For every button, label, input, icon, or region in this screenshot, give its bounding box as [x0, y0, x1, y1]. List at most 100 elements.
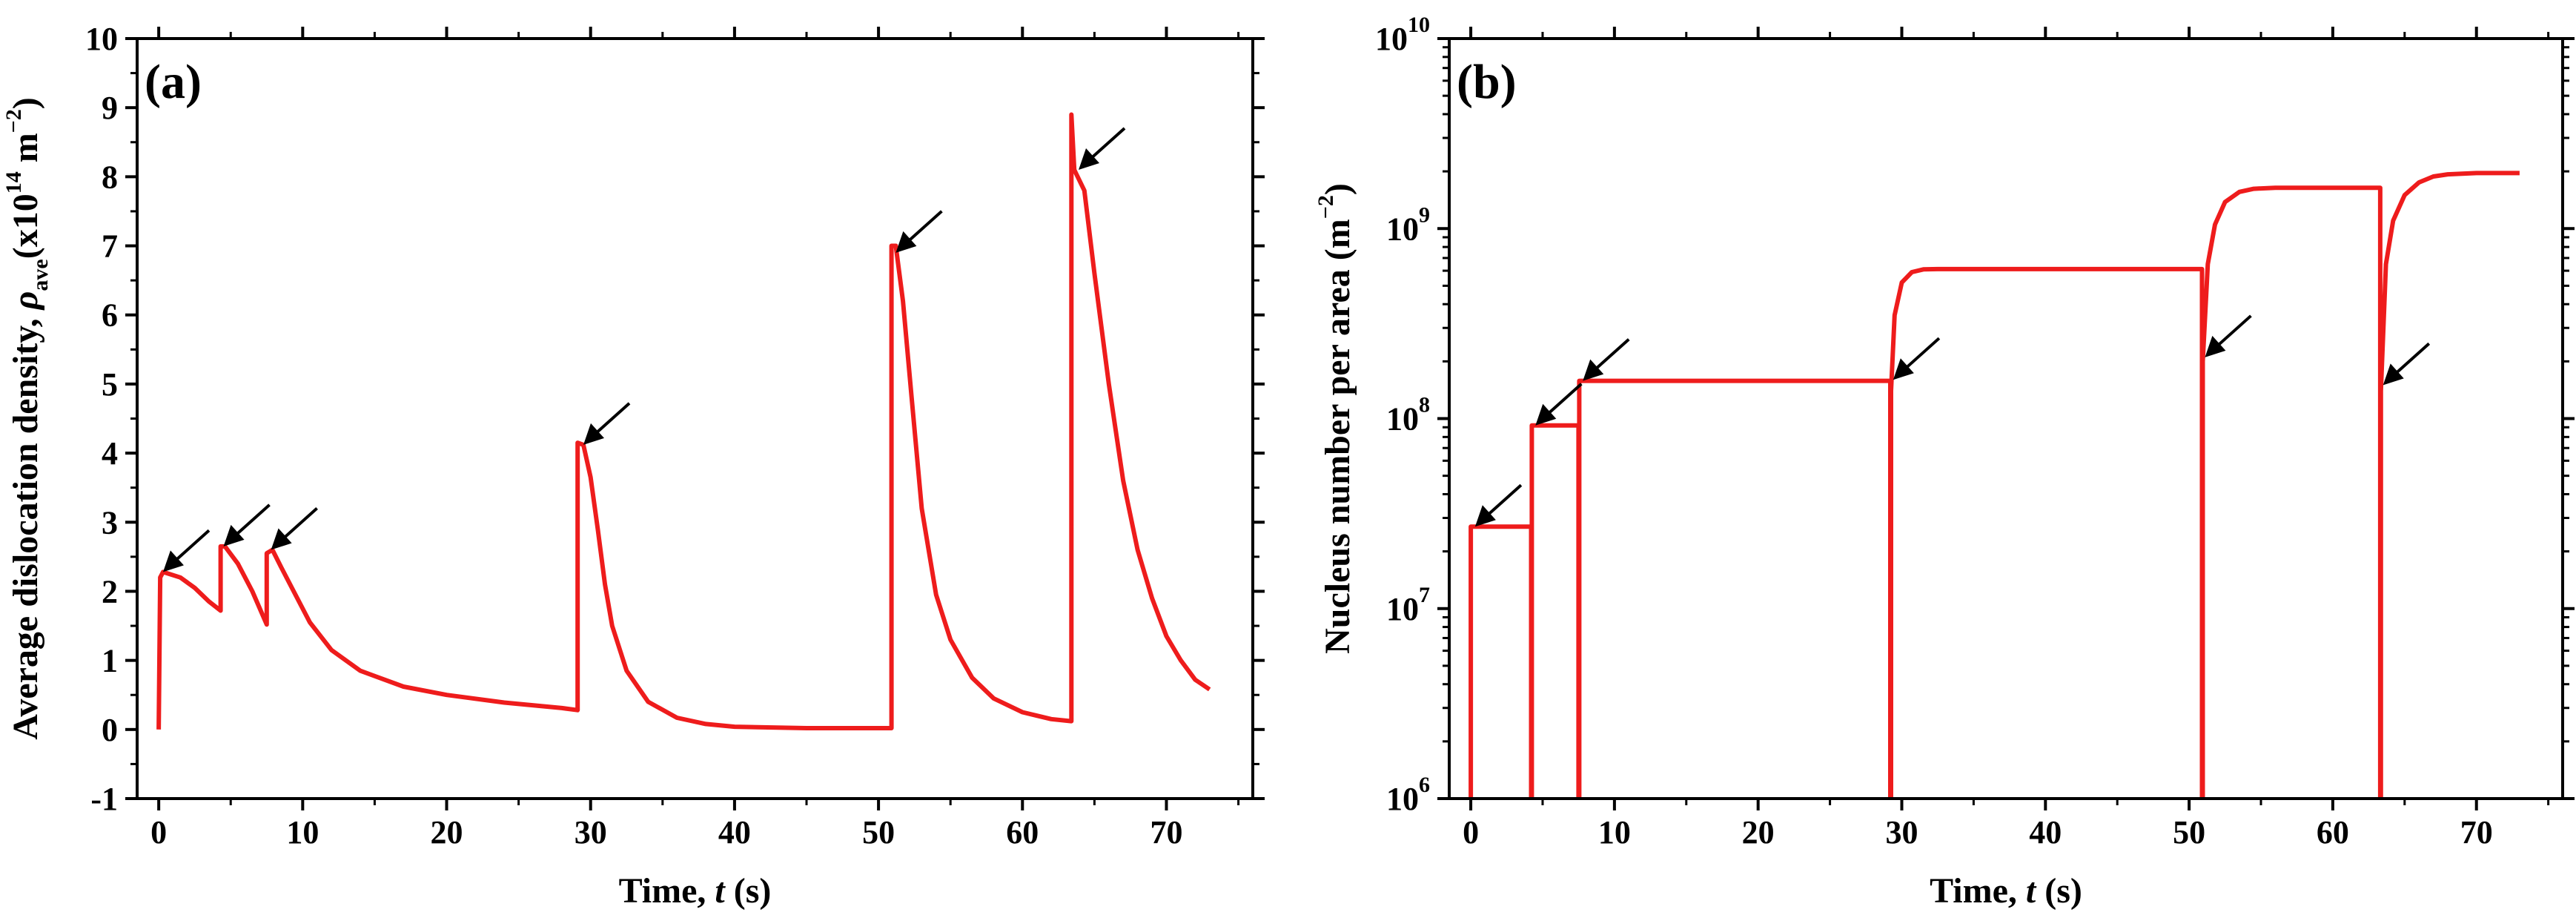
arrow-shaft	[905, 210, 943, 245]
y-tick-label: 2	[102, 573, 118, 610]
arrow-shaft	[1592, 338, 1630, 373]
x-tick-label: 20	[1742, 814, 1775, 850]
y-tick-label: 10	[85, 21, 118, 57]
arrow-shaft	[2214, 314, 2252, 349]
x-axis-label-unit: (s)	[2036, 871, 2082, 911]
arrow-head	[162, 550, 184, 572]
annotation-arrow-2	[271, 507, 318, 550]
x-tick-label: 40	[718, 814, 751, 850]
y-axis-label: Average dislocation density, ρave(x1014 …	[1, 97, 53, 740]
x-axis-label-variable: t	[715, 871, 726, 911]
y-tick-base: 10	[1375, 21, 1408, 57]
y-tick-label: 107	[1386, 583, 1430, 627]
panel-b-nucleus-number-chart: 0 10 20 30 40 50 60 701061071081091010(b)Time, …	[1314, 13, 2575, 911]
annotation-arrow-2	[1583, 338, 1630, 381]
x-axis-label: Time, t (s)	[619, 871, 772, 911]
y-tick-label: 108	[1386, 393, 1430, 437]
y-axis-label: Nucleus number per area (m−2)	[1314, 183, 1357, 654]
arrow-shaft	[592, 402, 631, 437]
series-line-0	[1469, 171, 2520, 799]
x-axis-label: Time, t (s)	[1930, 871, 2082, 911]
arrow-head	[895, 231, 917, 253]
arrow-shaft	[2392, 342, 2431, 377]
y-tick-label: 109	[1386, 202, 1430, 247]
x-tick-label: 70	[2460, 814, 2493, 850]
series-line-0	[156, 112, 1211, 730]
x-tick-label: 30	[1885, 814, 1918, 850]
x-tick-label: 10	[1598, 814, 1631, 850]
arrow-head	[1474, 505, 1496, 527]
y-tick-exponent: 9	[1419, 202, 1430, 227]
y-tick-label: 1	[102, 643, 118, 679]
y-tick-exponent: 8	[1419, 393, 1430, 417]
arrow-shaft	[280, 507, 318, 542]
y-axis-label-unit-mid: m	[6, 133, 45, 171]
x-tick-label: 50	[862, 814, 895, 850]
y-tick-base: 10	[1386, 211, 1419, 247]
y-axis-label-text: Average dislocation density,	[6, 309, 45, 739]
y-tick-label: 7	[102, 228, 118, 265]
arrow-shaft	[1087, 127, 1126, 162]
x-tick-label: 40	[2029, 814, 2062, 850]
y-tick-label: 5	[102, 366, 118, 403]
panel-label: (b)	[1457, 55, 1517, 109]
y-tick-label: 8	[102, 159, 118, 195]
y-axis-label-exponent: −2	[1314, 195, 1338, 219]
x-axis-label-text: Time,	[1930, 871, 2026, 911]
y-tick-label: 106	[1386, 773, 1430, 817]
arrow-head	[1535, 403, 1557, 426]
annotation-arrow-3	[583, 402, 631, 445]
y-tick-base: 10	[1386, 401, 1419, 437]
x-tick-label: 0	[1463, 814, 1479, 850]
y-tick-label: -1	[90, 781, 118, 817]
y-tick-label: 0	[102, 712, 118, 748]
y-axis-label-symbol: ρ	[6, 291, 45, 311]
arrow-head	[1079, 148, 1100, 171]
arrow-head	[2205, 335, 2226, 357]
arrow-shaft	[233, 503, 271, 538]
x-tick-label: 10	[286, 814, 319, 850]
panel-label: (a)	[145, 55, 202, 109]
y-tick-label: 6	[102, 297, 118, 334]
x-tick-label: 60	[1006, 814, 1039, 850]
plot-frame	[1448, 37, 2564, 800]
x-tick-label: 30	[575, 814, 607, 850]
x-tick-label: 0	[150, 814, 167, 850]
annotation-arrow-1	[223, 503, 271, 546]
y-tick-label: 3	[102, 504, 118, 541]
annotation-arrow-0	[162, 529, 211, 572]
annotation-arrow-4	[2205, 314, 2252, 357]
x-axis-label-unit: (s)	[725, 871, 772, 911]
arrow-head	[1583, 359, 1604, 381]
y-tick-exponent: 10	[1408, 13, 1430, 37]
x-tick-label: 50	[2173, 814, 2205, 850]
arrow-head	[271, 528, 292, 550]
y-axis-label-unit-open: (x10	[6, 194, 45, 259]
annotation-arrow-5	[1079, 127, 1126, 171]
arrow-shaft	[172, 529, 211, 564]
y-tick-exponent: 6	[1419, 773, 1430, 797]
arrow-head	[583, 423, 604, 445]
y-axis-label-close: )	[1318, 183, 1357, 195]
arrow-shaft	[1902, 337, 1941, 371]
annotation-arrow-4	[895, 210, 943, 253]
y-tick-exponent: 7	[1419, 583, 1430, 607]
arrow-shaft	[1544, 383, 1583, 417]
y-tick-label: 9	[102, 90, 118, 126]
annotation-arrow-5	[2383, 342, 2431, 386]
x-axis-label-variable: t	[2026, 871, 2037, 911]
y-tick-base: 10	[1386, 591, 1419, 627]
arrow-head	[223, 524, 245, 546]
arrow-shaft	[1484, 483, 1523, 518]
y-tick-base: 10	[1386, 781, 1419, 817]
y-axis-label-unit-exponent: 14	[1, 171, 26, 194]
x-tick-label: 20	[431, 814, 463, 850]
annotation-arrow-0	[1474, 483, 1523, 527]
arrow-head	[1893, 358, 1914, 380]
panel-a-dislocation-density-chart: 0 10 20 30 40 50 60 70 -1 0 1 2 3 4 5 6 7 8 9 10 (a) Time, t …	[1, 21, 1265, 911]
y-axis-label-text: Nucleus number per area (m	[1318, 219, 1357, 654]
annotation-arrow-1	[1535, 383, 1583, 426]
y-axis-label-subscript: ave	[28, 259, 53, 291]
annotation-arrow-3	[1893, 337, 1941, 380]
